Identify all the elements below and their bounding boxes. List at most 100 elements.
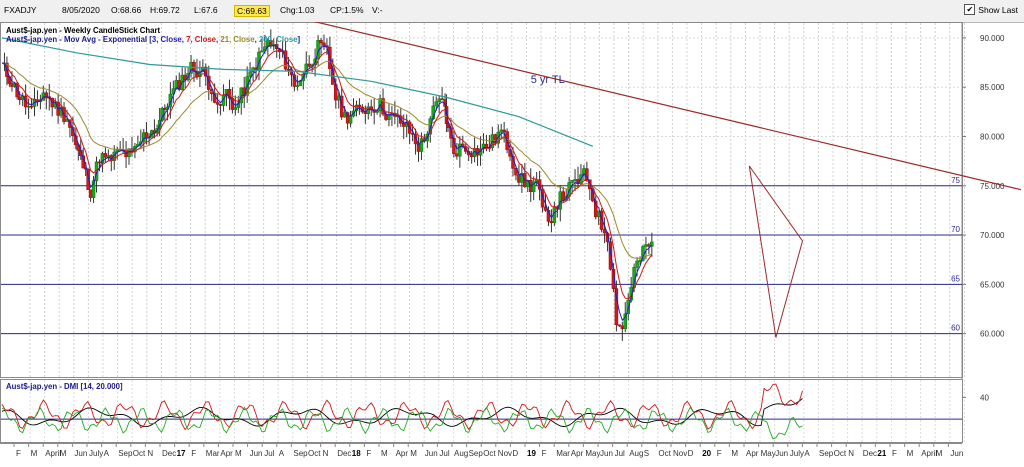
- x-month-label: M: [936, 449, 943, 458]
- y-tick-label: 65.000: [980, 280, 1005, 289]
- dmi-indicator-panel[interactable]: 40 Aust$-jap.yen - DMI [14, 20.000]: [0, 379, 1024, 453]
- x-month-label: S: [644, 449, 649, 458]
- candle: [502, 129, 506, 132]
- x-year-label: 19: [527, 449, 536, 458]
- candle: [248, 71, 252, 77]
- mov-avg-param: 21, Close: [220, 35, 255, 44]
- y-tick-label: 90.000: [980, 34, 1005, 43]
- x-year-label: 18: [352, 449, 361, 458]
- candle: [570, 180, 574, 183]
- candle: [531, 181, 536, 193]
- ema-200-line: [1, 37, 594, 147]
- candle: [585, 168, 589, 181]
- candle: [549, 221, 554, 223]
- candle: [540, 188, 545, 208]
- candle: [499, 129, 503, 133]
- dmi-plus-di-line: [1, 383, 803, 431]
- plot-frame: [0, 22, 963, 378]
- dmi-title: Aust$-jap.yen - DMI [14, 20.000]: [6, 382, 123, 391]
- candle: [617, 324, 622, 327]
- candle: [100, 153, 105, 163]
- x-month-label: M: [381, 449, 388, 458]
- x-month-label: Jul: [264, 449, 274, 458]
- x-month-label: F: [892, 449, 897, 458]
- change-percent-value: CP:1.5%: [330, 5, 364, 15]
- x-month-label: Apr: [396, 449, 409, 458]
- x-month-label: July: [790, 449, 804, 458]
- x-month-label: A: [104, 449, 110, 458]
- candle: [215, 102, 220, 105]
- candle: [517, 174, 521, 183]
- candle: [413, 133, 418, 145]
- candle: [260, 50, 264, 53]
- candle: [599, 210, 604, 230]
- mov-avg-legend-prefix: Aust$-jap.yen - Mov Avg - Exponential [: [6, 35, 152, 44]
- x-year-label: 21: [877, 449, 886, 458]
- candle: [593, 200, 598, 218]
- x-month-label: Jun: [74, 449, 87, 458]
- candle: [83, 167, 88, 170]
- open-value: O:68.66: [111, 5, 142, 15]
- x-month-label: M: [60, 449, 67, 458]
- price-chart-title: Aust$-jap.yen - Weekly CandleStick Chart: [6, 26, 161, 35]
- price-chart[interactable]: 60.000 65.000 70.000 75.000 80.000 85.000 90.0…: [0, 22, 1024, 379]
- x-month-label: May: [585, 449, 600, 458]
- x-month-label: Sep: [819, 449, 834, 458]
- dmi-chart[interactable]: 40: [0, 379, 1024, 443]
- candle: [620, 325, 625, 329]
- candle: [419, 138, 424, 152]
- candle: [629, 287, 633, 301]
- x-month-label: F: [542, 449, 547, 458]
- x-month-label: N: [147, 449, 153, 458]
- candle: [469, 154, 474, 157]
- y-tick-label: 60.000: [980, 330, 1005, 339]
- candle: [88, 189, 93, 198]
- x-month-label: Mar: [556, 449, 570, 458]
- candle: [644, 244, 648, 247]
- candle: [650, 241, 654, 247]
- x-month-label: Apr: [571, 449, 584, 458]
- candle: [455, 153, 459, 157]
- show-last-checkbox[interactable]: ✔: [964, 4, 976, 15]
- high-value: H:69.72: [150, 5, 180, 15]
- candle: [348, 115, 353, 124]
- candle: [29, 106, 34, 108]
- y-tick-label: 85.000: [980, 83, 1005, 92]
- x-month-label: N: [848, 449, 854, 458]
- candle: [608, 241, 613, 270]
- x-month-label: Oct: [133, 449, 146, 458]
- ema-3-line: [2, 44, 653, 322]
- x-month-label: Sep: [469, 449, 484, 458]
- price-chart-panel[interactable]: 60.000 65.000 70.000 75.000 80.000 85.000 90.0…: [0, 22, 1024, 379]
- x-month-label: Aug: [454, 449, 468, 458]
- date-axis: F M April M Jun July A Sep Oct N Dec 17 F Mar Apr M Jun J…: [0, 443, 1024, 467]
- candle: [103, 153, 108, 158]
- x-month-label: Oct: [658, 449, 671, 458]
- x-month-label: Oct: [834, 449, 847, 458]
- x-month-label: Jun: [250, 449, 263, 458]
- candle: [623, 313, 628, 329]
- y-tick-label: 80.000: [980, 132, 1005, 141]
- x-month-label: D: [512, 449, 518, 458]
- x-month-label: Sep: [118, 449, 133, 458]
- candle: [387, 114, 391, 120]
- quote-toolbar: FXADJY 8/05/2020 O:68.66 H:69.72 L:67.6 …: [0, 0, 1024, 23]
- mov-avg-param: 7, Close: [186, 35, 217, 44]
- x-month-label: F: [16, 449, 21, 458]
- candle: [227, 88, 232, 99]
- x-month-label: A: [804, 449, 810, 458]
- show-last-toggle[interactable]: ✔ Show Last: [964, 4, 1018, 15]
- candle: [168, 93, 173, 108]
- x-month-label: F: [717, 449, 722, 458]
- candle: [207, 75, 211, 90]
- mov-avg-param: 3, Close: [151, 35, 182, 44]
- change-value: Chg:1.03: [280, 5, 315, 15]
- candle: [218, 104, 223, 106]
- x-month-label: April: [45, 449, 61, 458]
- mov-avg-legend: Aust$-jap.yen - Mov Avg - Exponential [3…: [6, 35, 301, 44]
- dmi-tick-label: 40: [980, 393, 989, 402]
- x-month-label: Sep: [293, 449, 308, 458]
- x-month-label: Jul: [615, 449, 625, 458]
- dmi-adx-line: [1, 398, 803, 428]
